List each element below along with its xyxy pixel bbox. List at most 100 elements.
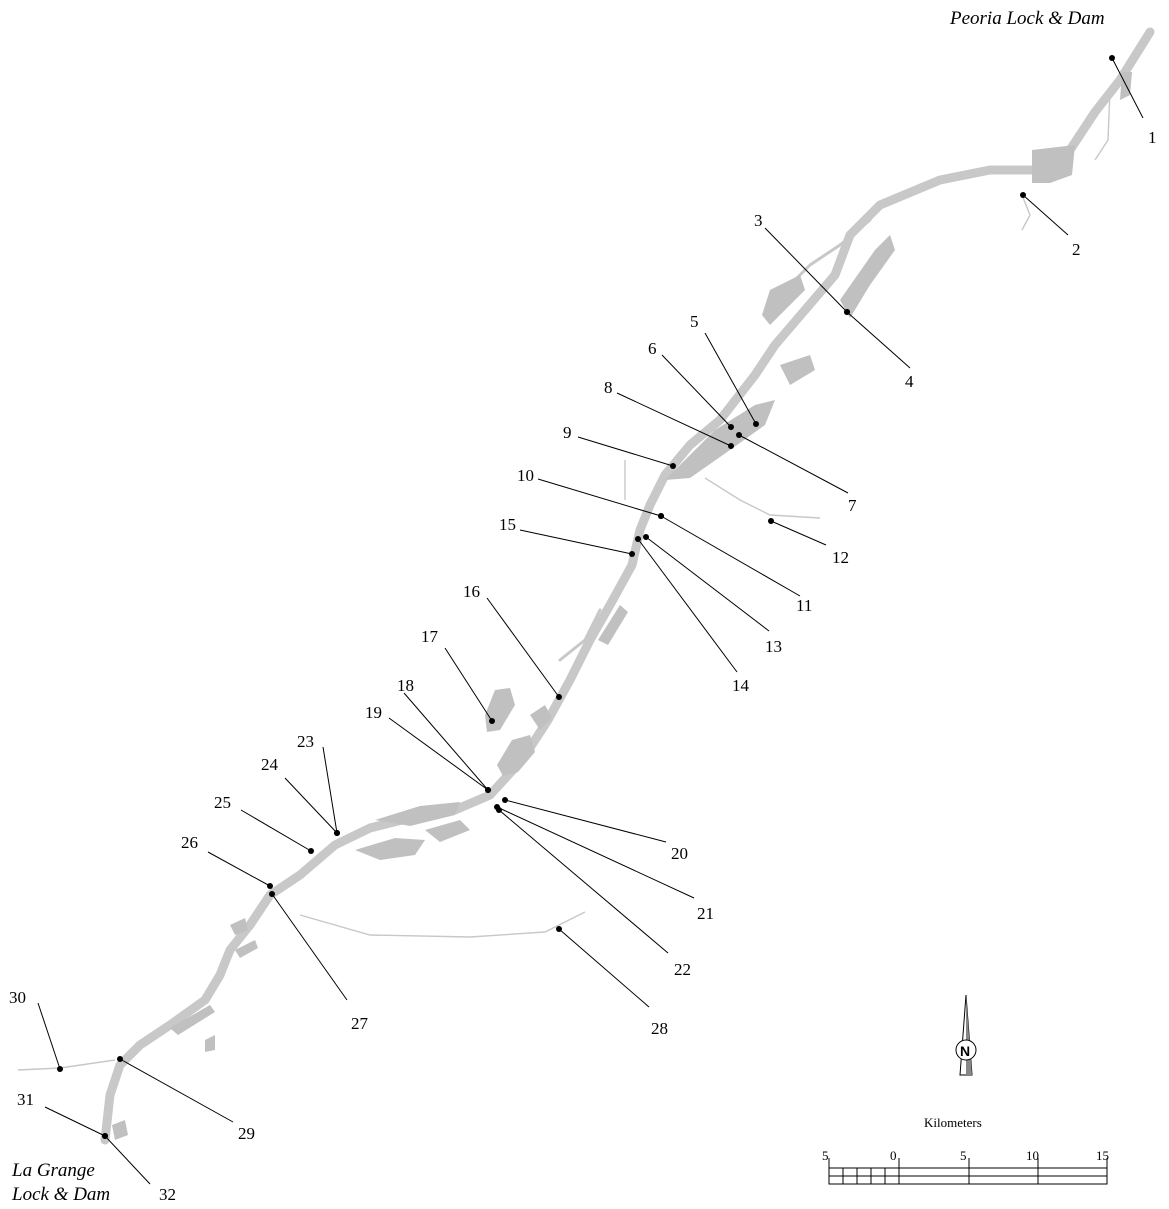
scale-tick-label: 5 xyxy=(822,1148,829,1163)
site-label-14: 14 xyxy=(732,676,750,695)
site-label-31: 31 xyxy=(17,1090,34,1109)
site-leader-line xyxy=(119,1058,234,1123)
site-label-12: 12 xyxy=(832,548,849,567)
site-leader-line xyxy=(44,1106,106,1137)
site-leader-line xyxy=(519,529,633,555)
site-label-26: 26 xyxy=(181,833,198,852)
site-label-4: 4 xyxy=(905,372,914,391)
site-label-5: 5 xyxy=(690,312,699,331)
site-label-9: 9 xyxy=(563,423,572,442)
lock-dam-label: Lock & Dam xyxy=(11,1184,110,1205)
site-leader-line xyxy=(284,777,338,834)
north-letter: N xyxy=(960,1043,970,1059)
site-label-3: 3 xyxy=(754,211,763,230)
site-leader-line xyxy=(498,809,669,954)
site-label-24: 24 xyxy=(261,755,279,774)
site-marker-4[interactable] xyxy=(844,309,850,315)
site-label-25: 25 xyxy=(214,793,231,812)
site-marker-14[interactable] xyxy=(635,536,641,542)
illinois-river xyxy=(100,27,1155,1145)
site-label-32: 32 xyxy=(159,1185,176,1204)
site-label-17: 17 xyxy=(421,627,439,646)
site-leader-line xyxy=(37,1002,61,1070)
site-marker-30[interactable] xyxy=(57,1066,63,1072)
site-leader-line xyxy=(1111,57,1144,119)
site-marker-6[interactable] xyxy=(728,424,734,430)
place-labels: Peoria Lock & Dam La Grange Lock & Dam xyxy=(11,8,1105,1205)
scale-tick-label: 15 xyxy=(1096,1148,1109,1163)
site-marker-17[interactable] xyxy=(489,718,495,724)
site-leader-line xyxy=(846,311,911,369)
site-leader-line xyxy=(403,692,489,791)
site-marker-2[interactable] xyxy=(1020,192,1026,198)
site-leader-line xyxy=(738,434,849,494)
site-leader-line xyxy=(637,538,738,673)
scale-tick-label: 0 xyxy=(890,1148,897,1163)
site-label-20: 20 xyxy=(671,844,688,863)
site-label-15: 15 xyxy=(499,515,516,534)
site-marker-11[interactable] xyxy=(658,513,664,519)
site-leader-line xyxy=(504,799,667,843)
north-arrow-icon: N xyxy=(955,994,977,1076)
site-marker-13[interactable] xyxy=(643,534,649,540)
site-leader-line xyxy=(496,806,695,899)
site-label-21: 21 xyxy=(697,904,714,923)
site-marker-7[interactable] xyxy=(736,432,742,438)
site-leader-line xyxy=(104,1135,151,1185)
site-marker-1[interactable] xyxy=(1109,55,1115,61)
site-marker-28[interactable] xyxy=(556,926,562,932)
la-grange-label: La Grange xyxy=(11,1160,95,1181)
peoria-lock-dam-label: Peoria Lock & Dam xyxy=(949,8,1105,29)
site-marker-24[interactable] xyxy=(334,830,340,836)
site-leader-line xyxy=(558,928,650,1008)
site-label-7: 7 xyxy=(848,496,857,515)
site-leader-line xyxy=(645,536,770,632)
site-label-10: 10 xyxy=(517,466,534,485)
site-label-23: 23 xyxy=(297,732,314,751)
site-label-11: 11 xyxy=(796,596,812,615)
site-leader-line xyxy=(322,746,338,834)
site-leader-line xyxy=(577,436,674,467)
site-leader-line xyxy=(660,515,801,597)
site-marker-25[interactable] xyxy=(308,848,314,854)
site-marker-20[interactable] xyxy=(502,797,508,803)
site-marker-15[interactable] xyxy=(629,551,635,557)
scale-title: Kilometers xyxy=(924,1115,982,1130)
site-marker-32[interactable] xyxy=(102,1133,108,1139)
site-leader-line xyxy=(444,647,493,722)
site-leader-line xyxy=(271,893,348,1001)
site-leader-line xyxy=(616,392,732,447)
site-label-29: 29 xyxy=(238,1124,255,1143)
site-marker-27[interactable] xyxy=(269,891,275,897)
site-marker-5[interactable] xyxy=(753,421,759,427)
site-label-2: 2 xyxy=(1072,240,1081,259)
site-label-13: 13 xyxy=(765,637,782,656)
site-label-16: 16 xyxy=(463,582,480,601)
site-leader-line xyxy=(764,227,848,313)
site-marker-8[interactable] xyxy=(728,443,734,449)
site-marker-29[interactable] xyxy=(117,1056,123,1062)
site-leader-line xyxy=(388,717,489,791)
site-label-19: 19 xyxy=(365,703,382,722)
site-marker-26[interactable] xyxy=(267,883,273,889)
site-leader-line xyxy=(661,354,732,428)
site-marker-12[interactable] xyxy=(768,518,774,524)
site-label-22: 22 xyxy=(674,960,691,979)
sample-sites: 1234567891011121314151617181920212223242… xyxy=(9,55,1157,1204)
site-marker-22[interactable] xyxy=(496,807,502,813)
site-label-6: 6 xyxy=(648,339,657,358)
scale-tick-label: 5 xyxy=(960,1148,967,1163)
site-marker-19[interactable] xyxy=(485,787,491,793)
scale-bar: Kilometers 5 0 5 10 15 xyxy=(822,1115,1109,1185)
site-label-30: 30 xyxy=(9,988,26,1007)
site-label-8: 8 xyxy=(604,378,613,397)
site-label-27: 27 xyxy=(351,1014,369,1033)
site-leader-line xyxy=(770,520,827,546)
site-label-28: 28 xyxy=(651,1019,668,1038)
site-marker-16[interactable] xyxy=(556,694,562,700)
site-label-1: 1 xyxy=(1148,128,1157,147)
site-leader-line xyxy=(537,478,662,517)
site-marker-9[interactable] xyxy=(670,463,676,469)
site-leader-line xyxy=(1022,194,1069,236)
